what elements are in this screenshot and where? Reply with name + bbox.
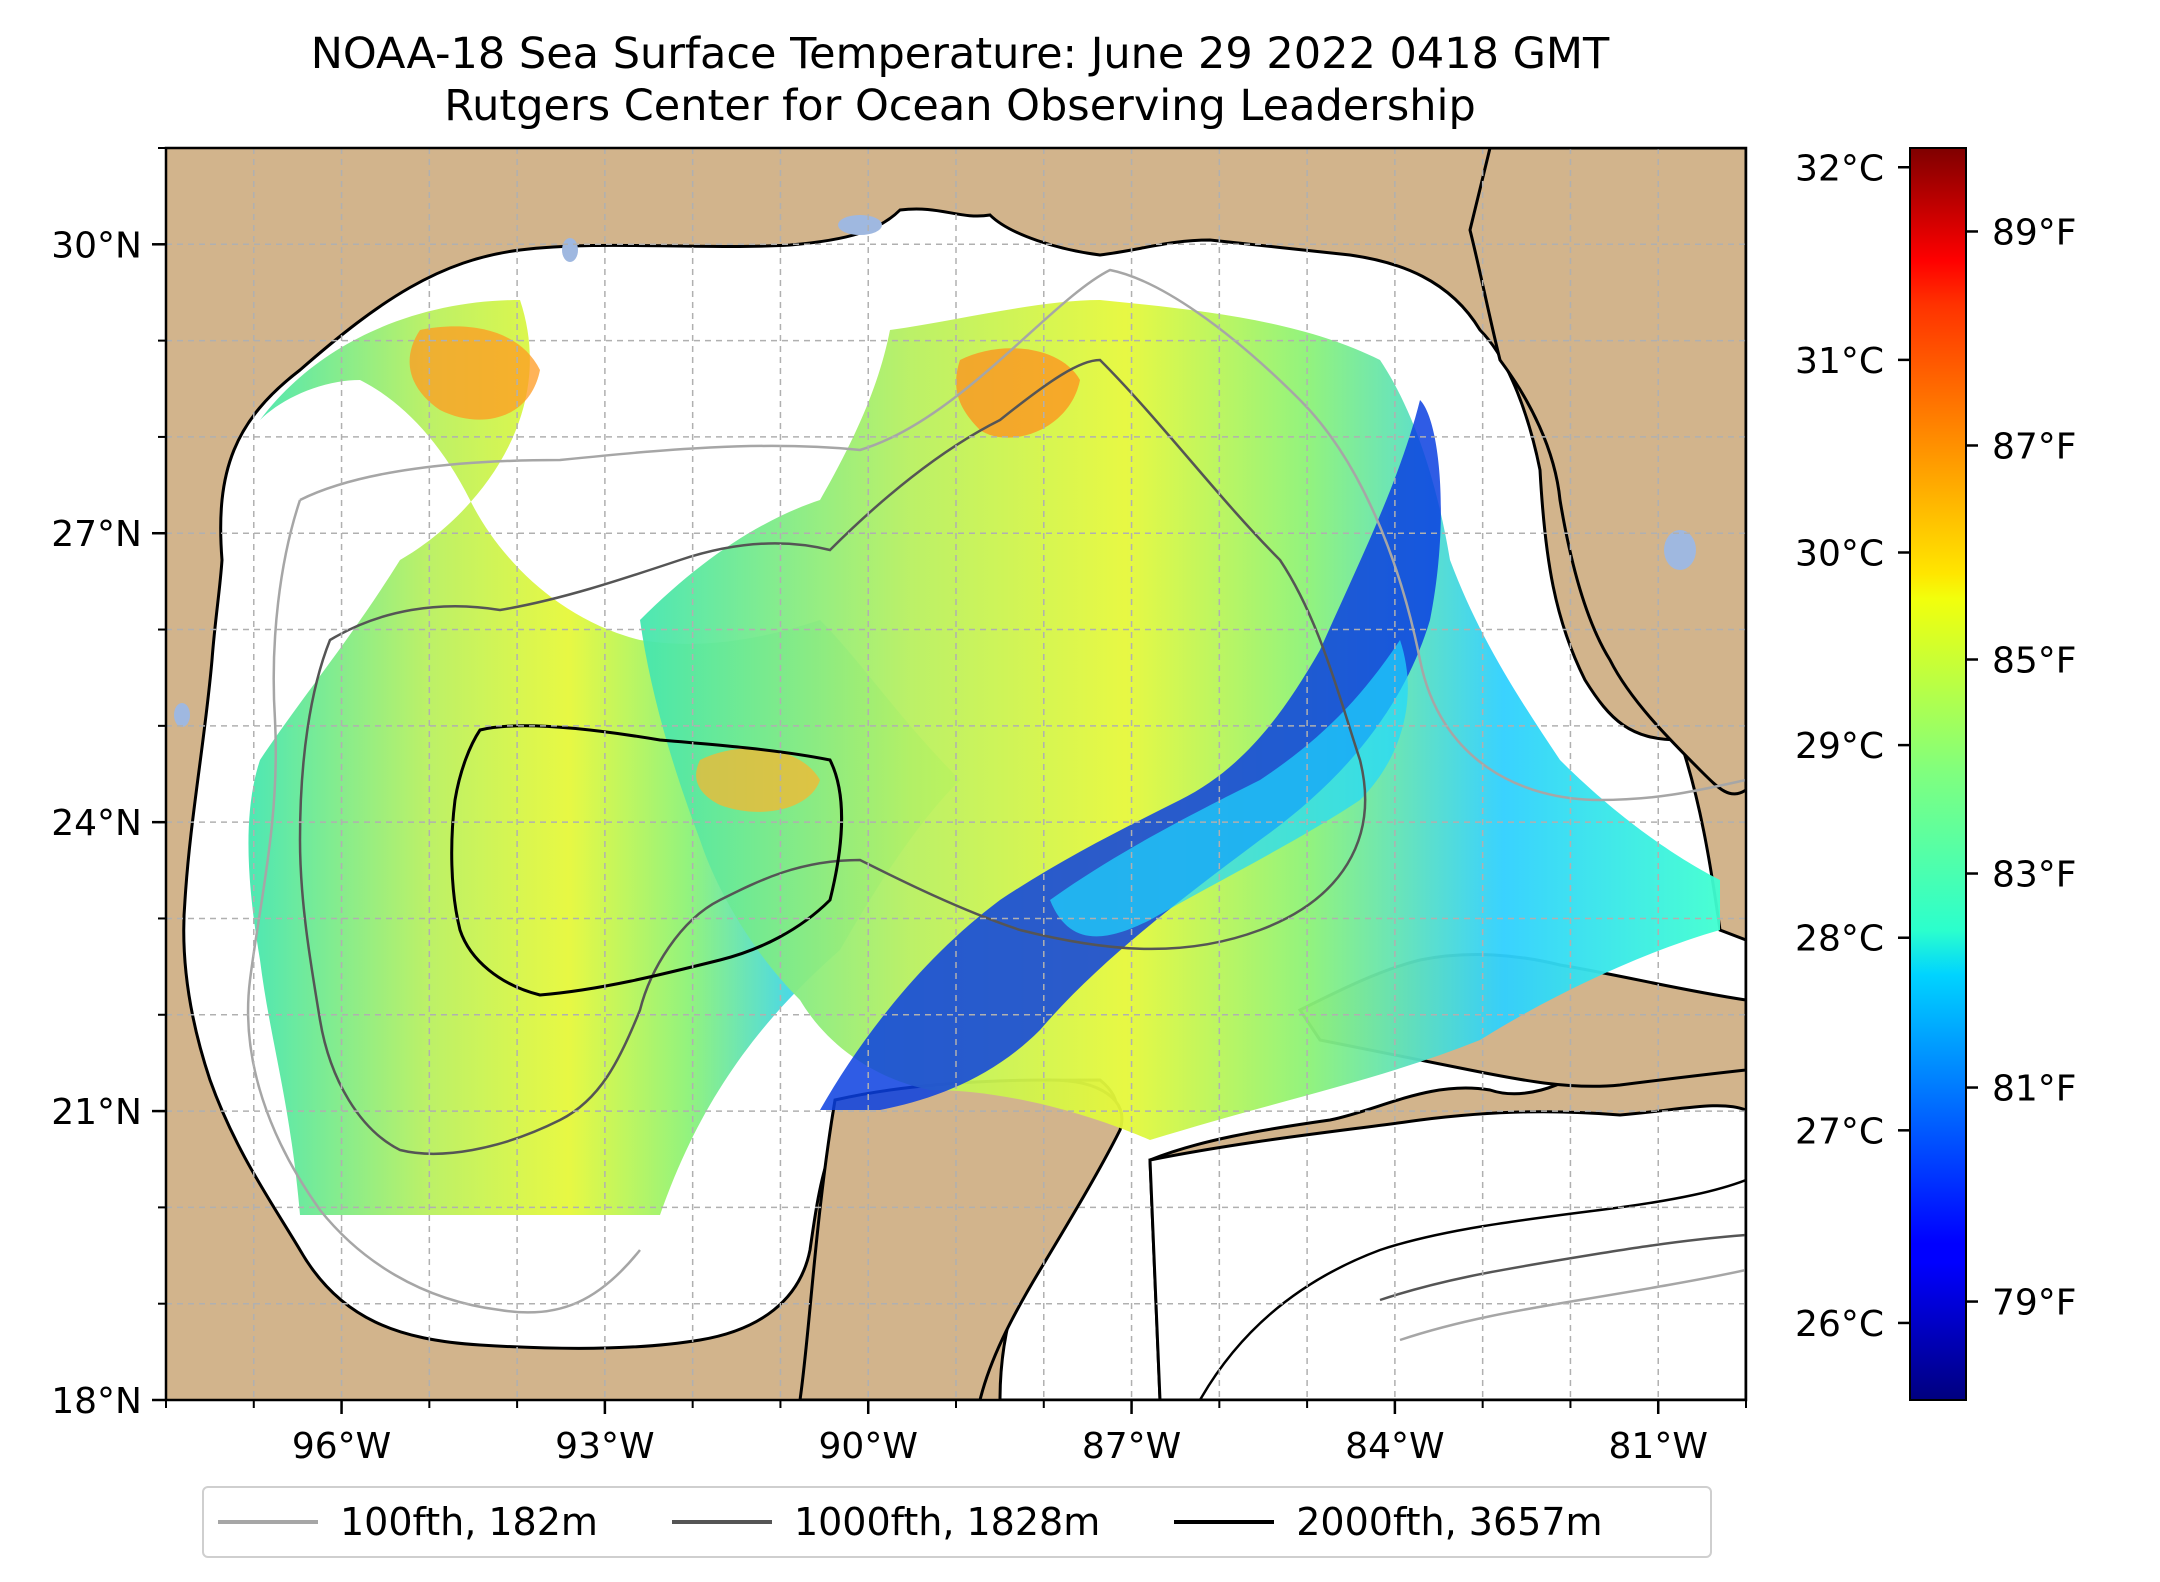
fahrenheit-tick-label: 83°F [1992,855,2077,896]
celsius-tick-label: 27°C [1795,1111,1884,1152]
legend-swatch-2000fth [1174,1520,1275,1524]
celsius-tick-label: 31°C [1795,341,1884,382]
contour-1000fth [298,358,1367,1155]
map-panel [166,148,1746,1400]
celsius-tick-label: 32°C [1795,148,1884,189]
lon-tick-label: 93°W [555,1426,654,1467]
sst-cyan-fringe [1050,640,1408,937]
colorbar-celsius-ticks: 32°C 31°C 30°C 29°C 28°C 27°C 26°C [1795,148,1910,1345]
legend-swatch-1000fth [671,1520,772,1524]
fahrenheit-tick-label: 89°F [1992,212,2077,253]
colorbar-gradient [1909,147,1967,1401]
chart-title: NOAA-18 Sea Surface Temperature: June 29… [310,29,1610,79]
contour-100fth-west [246,499,641,1314]
lat-tick-label: 21°N [51,1092,142,1133]
colorbar: 32°C 31°C 30°C 29°C 28°C 27°C 26°C 89°F 87°F 85°… [1795,147,2077,1401]
contour-2000fth [450,724,843,997]
celsius-tick-label: 30°C [1795,533,1884,574]
lon-tick-label: 84°W [1345,1426,1444,1467]
contour-100fth [299,268,1746,802]
lat-tick-label: 27°N [51,514,142,555]
legend-item-2000fth: 2000fth, 3657m [1174,1500,1603,1544]
sst-warm-patch-central [696,748,820,812]
fahrenheit-tick-label: 87°F [1992,426,2077,467]
caribbean-water [1148,1104,1746,1400]
sst-swath-central [640,300,1720,1140]
lat-tick-label: 18°N [51,1381,142,1422]
lon-tick-label: 96°W [292,1426,391,1467]
lake-sabine [562,238,578,262]
contour-legend: 100fth, 182m 1000fth, 1828m 2000fth, 365… [202,1486,1712,1558]
lat-tick-label: 30°N [51,225,142,266]
sst-cold-band [820,400,1441,1110]
lake-pontchartrain [838,215,882,235]
fahrenheit-tick-label: 85°F [1992,641,2077,682]
florida-peninsula [1468,148,1746,796]
contour-caribbean-b [1379,1233,1746,1302]
celsius-tick-label: 26°C [1795,1304,1884,1345]
lake-okeechobee [1664,530,1696,570]
fahrenheit-tick-label: 81°F [1992,1069,2077,1110]
lat-tick-label: 24°N [51,803,142,844]
colorbar-fahrenheit-ticks: 89°F 87°F 85°F 83°F 81°F 79°F [1966,212,2077,1324]
contour-caribbean-c [1399,1268,1746,1342]
lat-axis: 30°N 27°N 24°N 21°N 18°N [51,147,166,1422]
celsius-tick-label: 28°C [1795,919,1884,960]
celsius-tick-label: 29°C [1795,726,1884,767]
lon-axis: 96°W 93°W 90°W 87°W 84°W 81°W [165,1400,1747,1467]
lon-tick-label: 90°W [819,1426,918,1467]
lon-tick-label: 87°W [1082,1426,1181,1467]
lon-tick-label: 81°W [1609,1426,1708,1467]
sst-warm-patch [409,326,540,420]
legend-swatch-100fth [218,1520,318,1524]
legend-label-2000fth: 2000fth, 3657m [1296,1500,1603,1544]
fahrenheit-tick-label: 79°F [1992,1283,2077,1324]
lake-mexico-north [174,703,190,727]
bathymetry-contours [246,268,1746,1400]
legend-item-100fth: 100fth, 182m [218,1502,598,1542]
legend-label-100fth: 100fth, 182m [340,1500,598,1544]
chart-subtitle: Rutgers Center for Ocean Observing Leade… [444,81,1476,131]
legend-label-1000fth: 1000fth, 1828m [793,1500,1101,1544]
legend-item-1000fth: 1000fth, 1828m [671,1500,1101,1544]
contour-caribbean-a [1198,1178,1746,1400]
